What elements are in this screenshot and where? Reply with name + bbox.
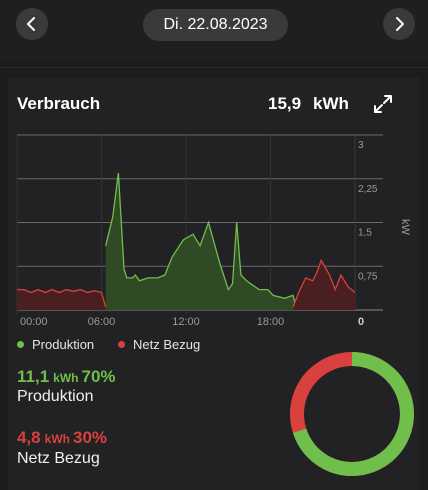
grid-legend-dot	[118, 341, 125, 348]
grid-percent: 30%	[72, 428, 108, 447]
share-donut-chart	[290, 352, 414, 476]
grid-stat: 4,8 kWh 30%	[17, 428, 107, 448]
date-label: Di. 22.08.2023	[163, 16, 268, 33]
donut-production-segment	[290, 352, 414, 476]
header-divider	[0, 67, 428, 68]
production-stat: 11,1 kWh 70%	[17, 367, 116, 387]
grid-label: Netz Bezug	[17, 450, 100, 467]
expand-icon	[374, 95, 392, 113]
consumption-chart: 00:00 06:00 12:00 18:00 0 0,75 1,5 2,25 3 kW	[16, 134, 411, 328]
x-tick-label: 12:00	[172, 316, 200, 328]
production-value: 11,1	[17, 367, 50, 386]
date-selector[interactable]: Di. 22.08.2023	[143, 9, 288, 41]
production-label: Produktion	[17, 388, 94, 405]
y-tick-label: 2,25	[358, 184, 378, 195]
card-title: Verbrauch	[17, 94, 101, 113]
production-legend-dot	[17, 341, 24, 348]
x-tick-label: 06:00	[88, 316, 116, 328]
legend-item-production: Produktion	[17, 337, 94, 352]
grid-area	[17, 289, 106, 310]
production-percent: 70%	[81, 367, 116, 386]
y-axis-label: kW	[399, 219, 411, 236]
y-tick-label: 0,75	[358, 271, 378, 282]
chevron-right-icon	[396, 17, 404, 31]
production-area	[105, 172, 296, 310]
total-consumption-value: 15,9	[268, 94, 302, 113]
x-tick-label: 00:00	[20, 316, 48, 328]
grid-unit: kWh	[44, 432, 70, 446]
next-day-button[interactable]	[383, 8, 415, 40]
y-tick-label: 1,5	[358, 228, 372, 239]
y-tick-label: 0	[358, 316, 364, 328]
grid-line-series	[17, 288, 107, 308]
production-line	[105, 172, 297, 308]
chevron-left-icon	[27, 17, 35, 31]
legend-label: Netz Bezug	[133, 337, 201, 352]
grid-line-series	[292, 258, 356, 308]
production-unit: kWh	[53, 371, 79, 385]
grid-value: 4,8	[17, 428, 41, 447]
expand-button[interactable]	[372, 93, 394, 115]
total-consumption-unit: kWh	[313, 94, 349, 113]
grid-area	[293, 260, 355, 310]
previous-day-button[interactable]	[16, 8, 48, 40]
legend-item-grid: Netz Bezug	[118, 337, 200, 352]
x-tick-label: 18:00	[257, 316, 285, 328]
legend-label: Produktion	[32, 337, 95, 352]
y-tick-label: 3	[358, 140, 364, 151]
